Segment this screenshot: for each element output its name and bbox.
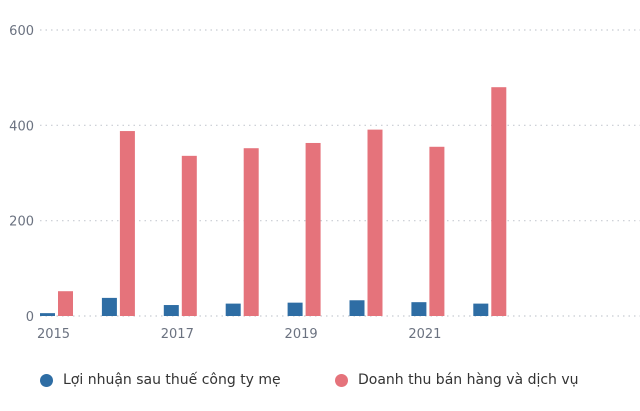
bar-revenue-2016 <box>119 131 135 316</box>
bar-profit-2018 <box>225 303 241 316</box>
y-tick-label: 400 <box>9 119 34 134</box>
bar-revenue-2020 <box>367 129 383 316</box>
x-tick-label: 2017 <box>161 327 194 342</box>
x-tick-label: 2021 <box>408 327 441 342</box>
bar-profit-2021 <box>411 302 427 316</box>
bar-profit-2016 <box>101 297 117 316</box>
legend-label-revenue: Doanh thu bán hàng và dịch vụ <box>358 372 579 388</box>
bar-profit-2022 <box>473 303 489 316</box>
bar-revenue-2022 <box>491 87 507 316</box>
bar-revenue-2015 <box>58 291 73 316</box>
legend-label-profit: Lợi nhuận sau thuế công ty mẹ <box>63 372 281 388</box>
legend-marker-revenue <box>335 373 348 387</box>
legend-marker-profit <box>40 373 53 387</box>
bar-chart: 0 200 400 600 2015 2017 2019 2021 <box>9 24 640 342</box>
bar-profit-2015 <box>40 313 55 316</box>
bar-profit-2019 <box>287 302 303 316</box>
x-tick-label: 2015 <box>37 327 70 342</box>
bar-revenue-2019 <box>305 142 321 316</box>
bar-profit-2020 <box>349 300 365 316</box>
y-tick-label: 200 <box>9 215 34 230</box>
x-tick-label: 2019 <box>285 327 318 342</box>
y-tick-label: 0 <box>26 310 34 325</box>
y-tick-label: 600 <box>9 24 34 39</box>
bar-revenue-2017 <box>181 155 197 316</box>
bar-revenue-2018 <box>243 148 259 316</box>
legend-item-profit[interactable]: Lợi nhuận sau thuế công ty mẹ <box>40 372 281 388</box>
bar-profit-2017 <box>163 305 179 316</box>
legend-item-revenue[interactable]: Doanh thu bán hàng và dịch vụ <box>335 372 579 388</box>
bar-revenue-2021 <box>429 146 445 316</box>
